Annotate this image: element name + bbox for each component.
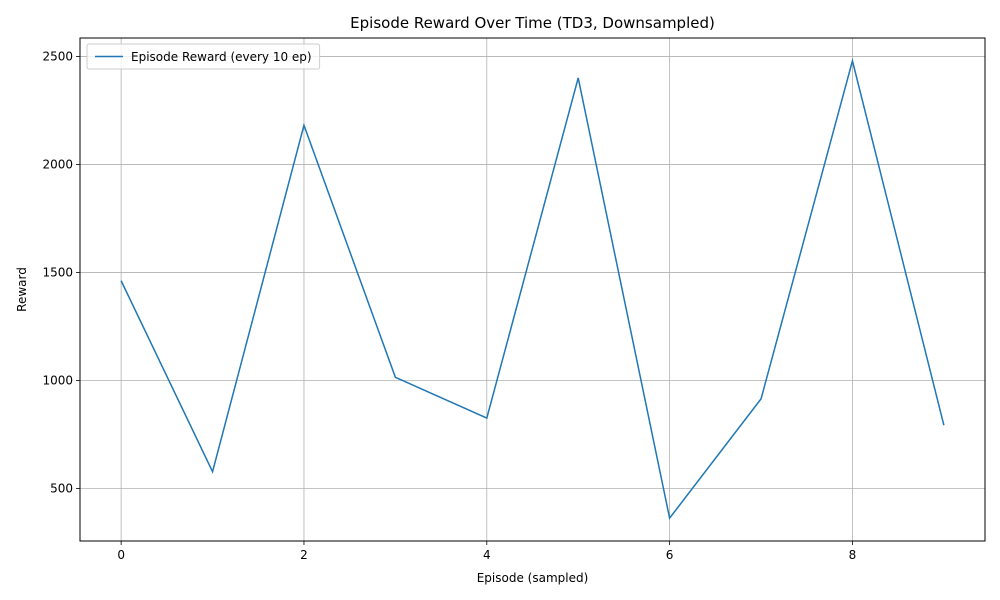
legend: Episode Reward (every 10 ep) <box>86 43 321 70</box>
series-layer <box>120 57 945 520</box>
y-tick-label: 500 <box>50 482 73 496</box>
x-tick-label: 6 <box>666 548 674 562</box>
data-point <box>485 417 488 420</box>
data-point <box>577 76 580 79</box>
x-tick-label: 2 <box>300 548 308 562</box>
data-point <box>760 397 763 400</box>
series-line <box>120 57 945 520</box>
tick-layer: 0 2 4 6 8 500 1000 1500 2000 2500 <box>42 50 856 562</box>
y-tick-label: 1000 <box>42 374 73 388</box>
legend-box <box>86 43 321 70</box>
chart-title: Episode Reward Over Time (TD3, Downsampl… <box>350 14 715 32</box>
grid-layer <box>80 38 985 541</box>
y-axis-label: Reward <box>15 267 29 312</box>
y-tick-label: 1500 <box>42 266 73 280</box>
x-axis-label: Episode (sampled) <box>477 571 589 585</box>
plot-frame <box>79 37 986 542</box>
data-point <box>394 376 397 379</box>
data-point <box>851 59 854 62</box>
x-tick-label: 4 <box>483 548 491 562</box>
data-point <box>668 517 671 520</box>
y-tick-label: 2500 <box>42 50 73 64</box>
data-point <box>302 124 305 127</box>
data-point <box>211 470 214 473</box>
x-tick-label: 0 <box>117 548 125 562</box>
y-tick-label: 2000 <box>42 158 73 172</box>
data-point <box>942 424 945 427</box>
data-point <box>120 279 123 282</box>
x-tick-label: 8 <box>849 548 857 562</box>
legend-label: Episode Reward (every 10 ep) <box>131 50 312 64</box>
